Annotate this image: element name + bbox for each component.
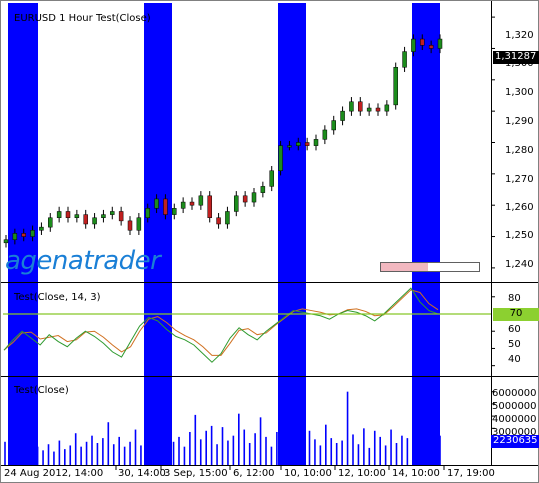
reference-level-badge: 70 [493,308,539,321]
price-candle [21,233,26,237]
price-candle [358,101,363,112]
price-candle [39,226,44,231]
price-candle [225,211,230,225]
price-candle [393,67,398,106]
price-candle [145,208,150,218]
price-tick-label: 1,280 [505,145,534,156]
price-candle [375,107,381,112]
session-highlight-band [144,3,172,465]
price-candle [3,239,9,244]
volume-tick-label: 6000000 [492,388,537,399]
oscillator-panel-title: Test(Close, 14, 3) [14,292,101,303]
price-candle [437,38,443,49]
x-axis-label: 10, 10:00 [284,468,332,479]
price-candle [296,142,301,146]
x-axis-label: 24 Aug 2012, 14:00 [4,468,104,479]
volume-tick-label: 4000000 [492,414,537,425]
price-candle [366,107,372,112]
price-candle [234,195,239,212]
volume-tick-label: 3000000 [492,427,537,438]
progress-box [380,262,480,272]
price-candle [92,217,97,225]
x-axis-label: 3 Sep, 15:00 [164,468,228,479]
price-tick-label: 1,290 [505,116,534,127]
price-candle [349,101,354,112]
price-candle [322,129,328,140]
price-candle [110,211,115,215]
price-candle [198,195,204,206]
x-axis-label: 6, 12:00 [233,468,275,479]
last-price-badge: 1,31287 [493,51,539,64]
price-tick-label: 1,260 [505,202,534,213]
price-candle [180,201,186,209]
price-candle [74,214,80,218]
session-highlight-band [278,3,306,465]
volume-tick-label: 5000000 [492,401,537,412]
price-candle [384,104,390,112]
price-candle [287,145,292,148]
price-candle [154,198,159,209]
x-axis-label: 12, 10:00 [338,468,386,479]
price-candle [12,233,18,240]
price-tick-label: 1,250 [505,230,534,241]
price-tick-label: 1,240 [505,259,534,270]
price-candle [216,217,221,225]
oscillator-signal-line [3,289,439,356]
agenatrader-watermark: agenatrader [5,246,161,276]
price-candle [65,211,71,218]
price-candle [242,195,248,203]
price-tick-label: 1,320 [505,30,534,41]
price-candle [48,217,53,228]
price-candle [30,230,35,237]
price-candle [56,211,62,218]
volume-panel-title: Test(Close) [14,385,69,396]
price-tick-label: 1,270 [505,174,534,185]
price-candle [172,208,177,215]
oscillator-main-line [3,287,439,363]
price-candle [163,198,168,215]
price-candle [411,38,416,52]
price-candle [304,142,310,146]
price-candle [340,110,345,121]
oscillator-tick-label: 60 [508,324,521,335]
price-candle [260,186,266,193]
price-candle [278,145,283,171]
price-candle [127,220,133,231]
x-axis-label: 30, 14:00 [118,468,166,479]
x-axis-label: 14, 10:00 [392,468,440,479]
price-candle [331,120,336,131]
oscillator-tick-label: 50 [508,339,521,350]
price-candle [207,195,212,218]
price-candle [83,214,88,225]
x-axis-label: 17, 19:00 [447,468,495,479]
price-candle [101,214,106,218]
price-candle [136,217,142,231]
price-candle [269,170,274,187]
progress-box-fill [381,263,429,271]
price-candle [251,192,257,203]
last-volume-badge: 2230635 [491,435,539,448]
oscillator-tick-label: 80 [508,293,521,304]
price-candle [189,201,195,206]
price-candle [402,51,407,68]
oscillator-tick-label: 40 [508,354,521,365]
price-candle [420,38,425,46]
price-panel-title: EURUSD 1 Hour Test(Close) [14,13,151,24]
price-tick-label: 1,300 [505,87,534,98]
price-candle [313,139,319,146]
price-candle [428,45,434,49]
session-highlight-band [412,3,440,465]
price-candle [118,211,124,222]
